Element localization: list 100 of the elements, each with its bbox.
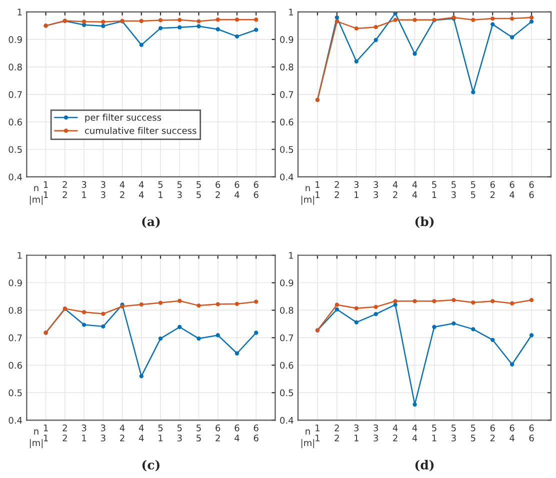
x-axis-title: (b) (415, 216, 434, 228)
y-tick-label: 0.8 (280, 64, 294, 70)
text: |m| (30, 439, 43, 448)
point (254, 28, 258, 32)
x-tick-label: 6 2 (216, 181, 220, 198)
point (490, 22, 495, 26)
x-tick-label: 2 2 (62, 424, 67, 442)
point (216, 18, 220, 22)
point (354, 26, 358, 31)
y-tick-label: 0.4 (280, 416, 294, 424)
x-tick-label: 6 6 (254, 424, 258, 442)
x-tick-label: 5 5 (470, 424, 476, 442)
point (354, 306, 358, 310)
x-tick-label: 4 2 (120, 181, 125, 198)
point (234, 302, 240, 306)
point (334, 307, 340, 312)
y-tick-label: 0.8 (8, 306, 22, 314)
x-tick-label: 6 6 (529, 424, 534, 442)
point (412, 402, 417, 407)
point (510, 301, 514, 306)
legend-label: per filter success (85, 114, 162, 122)
y-tick-label: 0.6 (8, 362, 22, 369)
point (510, 16, 514, 21)
x-axis-title: (a) (142, 216, 160, 228)
y-tick-label: 1 (18, 252, 22, 259)
y-tick-label: 0.7 (8, 334, 22, 342)
point (158, 26, 163, 30)
point (412, 299, 417, 304)
point (334, 19, 340, 24)
point (490, 16, 495, 21)
x-tick-label: 3 1 (354, 424, 359, 442)
y-tick-label: 0.6 (8, 118, 22, 126)
x-tick-label: 6 4 (510, 424, 514, 442)
x-tick-label: 3 1 (354, 181, 359, 198)
x-tick-label: 2 2 (62, 181, 67, 198)
text: |m| (30, 196, 43, 205)
x-tick-label: 1 1 (316, 181, 320, 198)
point (529, 333, 534, 338)
point (101, 20, 106, 24)
point (139, 18, 144, 24)
point (354, 320, 358, 324)
point (234, 351, 240, 356)
text: n (306, 429, 310, 434)
x-tick-label: 1 1 (316, 424, 320, 442)
point (529, 19, 534, 24)
point (393, 299, 398, 304)
y-tick-label: 0.5 (280, 389, 294, 396)
x-tick-label: 5 1 (432, 181, 436, 198)
text: n (34, 186, 38, 192)
point (196, 19, 201, 24)
point (452, 298, 456, 302)
x-tick-label: 4 4 (138, 424, 144, 442)
x-tick-label: 4 2 (392, 424, 398, 442)
point (101, 324, 106, 329)
x-tick-label: 2 2 (334, 181, 339, 198)
point (471, 327, 476, 332)
x-tick-label: 3 1 (82, 181, 86, 198)
point (490, 338, 495, 342)
y-tick-label: 0.5 (8, 389, 22, 396)
y-tick-label: 1 (289, 252, 294, 259)
x-axis-title: (c) (142, 460, 160, 472)
point (254, 330, 258, 335)
y-tick-label: 0.5 (8, 146, 22, 153)
y-tick-label: 0.9 (280, 279, 294, 286)
y-tick-label: 0.7 (280, 91, 294, 98)
y-tick-label: 0.6 (280, 362, 294, 369)
x-tick-label: 4 4 (412, 181, 418, 198)
x-tick-label: 5 5 (196, 181, 201, 198)
point (158, 18, 163, 22)
x-tick-label: 2 2 (334, 424, 339, 442)
point (471, 18, 476, 22)
point (529, 15, 534, 20)
text: |m| (301, 439, 314, 448)
x-tick-label: 5 3 (177, 424, 182, 442)
x-tick-label: 4 4 (412, 424, 418, 442)
text: |m| (301, 196, 314, 205)
point (82, 310, 86, 314)
text: n (34, 429, 38, 434)
y-tick-label: 0.9 (8, 36, 22, 43)
x-tick-label: 3 3 (100, 181, 106, 198)
point (374, 304, 378, 310)
legend-label: cumulative filter success (84, 127, 196, 134)
point (158, 300, 163, 305)
point (510, 35, 514, 40)
x-tick-label: 1 1 (44, 181, 48, 198)
point (412, 52, 417, 56)
point (139, 374, 144, 378)
point (178, 298, 182, 303)
y-tick-label: 0.8 (8, 64, 22, 70)
y-tick-label: 0.7 (280, 334, 294, 342)
y-tick-label: 1 (18, 8, 22, 16)
point (178, 324, 182, 330)
point (452, 321, 456, 326)
point (354, 59, 358, 64)
point (82, 322, 86, 327)
x-tick-label: 1 1 (44, 424, 48, 442)
y-tick-label: 0.4 (8, 416, 22, 424)
point (82, 19, 86, 24)
x-tick-label: 6 6 (529, 181, 534, 198)
point (254, 300, 258, 304)
